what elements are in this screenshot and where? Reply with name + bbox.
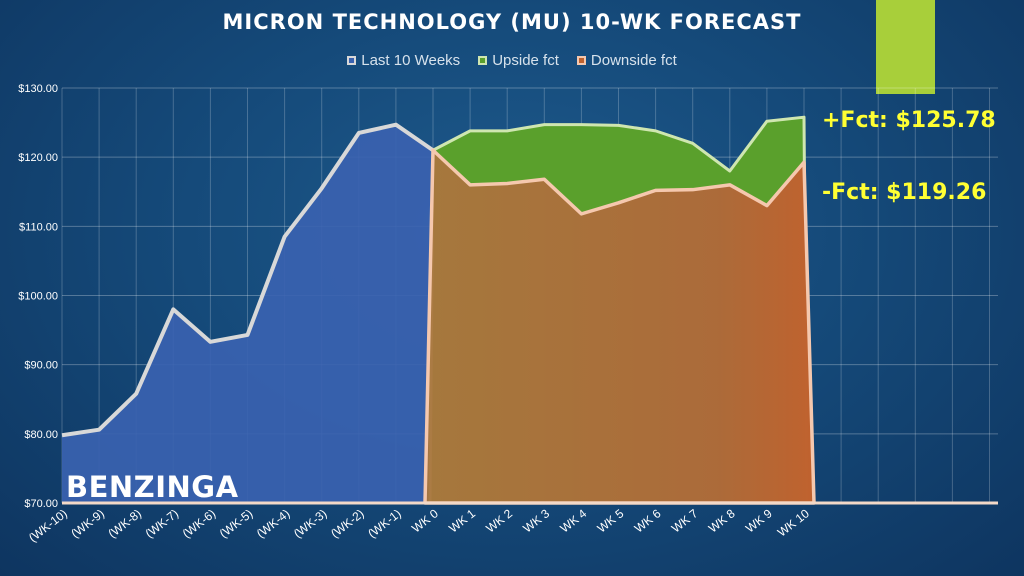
x-tick-label: WK 2 (483, 506, 515, 535)
x-tick-label: WK 9 (743, 506, 775, 535)
x-tick-label: WK 5 (595, 506, 627, 535)
accent-bar (876, 0, 935, 94)
legend-label-downside: Downside fct (590, 52, 677, 69)
x-tick-label: WK 1 (446, 506, 478, 535)
x-tick-label: (WK-7) (143, 506, 182, 540)
downside-forecast-label: -Fct: $119.26 (822, 180, 987, 205)
series-areas (61, 115, 998, 505)
legend-swatch-downside (576, 56, 586, 65)
area-last-10-weeks (62, 124, 433, 504)
x-tick-label: (WK-4) (254, 506, 293, 540)
x-tick-label: (WK-9) (68, 506, 107, 540)
line-last-10-weeks (61, 122, 435, 438)
legend-item-last-10-weeks: Last 10 Weeks (347, 52, 460, 69)
upside-forecast-label: +Fct: $125.78 (822, 108, 996, 133)
x-tick-label: (WK-8) (105, 506, 144, 540)
x-tick-label: (WK-3) (291, 506, 330, 540)
x-tick-label: WK 10 (775, 506, 812, 539)
x-tick-label: WK 7 (669, 506, 701, 535)
area-downside-fct (423, 148, 816, 505)
y-tick-label: $70.00 (24, 498, 58, 510)
x-tick-label: (WK-2) (328, 506, 367, 540)
legend-swatch-last-10-weeks (347, 56, 357, 65)
y-tick-label: $130.00 (18, 83, 58, 95)
y-tick-label: $100.00 (18, 291, 58, 303)
x-tick-label: WK 8 (706, 506, 738, 535)
x-tick-label: WK 3 (520, 506, 552, 535)
x-tick-label: WK 0 (409, 506, 441, 535)
legend-label-last-10-weeks: Last 10 Weeks (361, 52, 461, 69)
x-tick-label: WK 6 (632, 506, 664, 535)
x-tick-label: (WK-6) (180, 506, 219, 540)
legend: Last 10 Weeks Upside fct Downside fct (0, 52, 1024, 69)
legend-item-upside: Upside fct (478, 52, 559, 69)
legend-item-downside: Downside fct (576, 52, 677, 69)
x-tick-label: (WK-5) (217, 506, 256, 540)
x-tick-label: (WK-1) (365, 506, 404, 540)
x-tick-label: WK 4 (558, 506, 590, 535)
legend-swatch-upside (478, 56, 488, 65)
legend-label-upside: Upside fct (492, 52, 559, 69)
x-tick-label: (WK-10) (26, 506, 70, 545)
chart-title: MICRON TECHNOLOGY (MU) 10-WK FORECAST (222, 10, 802, 34)
y-tick-label: $90.00 (24, 360, 58, 372)
y-tick-label: $120.00 (18, 152, 58, 164)
y-tick-label: $80.00 (24, 429, 58, 441)
y-tick-label: $110.00 (19, 221, 58, 233)
benzinga-logo: BENZINGA (66, 470, 239, 504)
